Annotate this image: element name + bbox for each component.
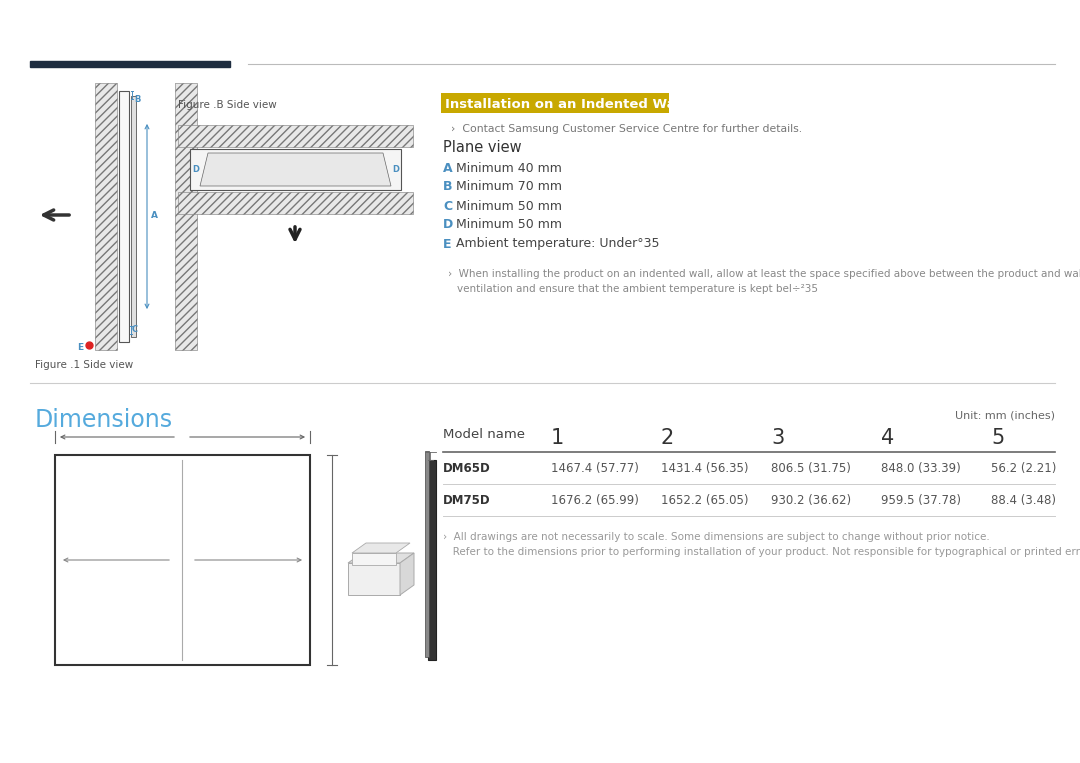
- Text: Model name: Model name: [443, 428, 525, 441]
- Bar: [441, 93, 669, 113]
- Text: DM75D: DM75D: [443, 494, 490, 507]
- Text: Dimensions: Dimensions: [35, 408, 173, 432]
- Text: 806.5 (31.75): 806.5 (31.75): [771, 462, 851, 475]
- Text: A: A: [151, 211, 158, 221]
- Text: D: D: [392, 165, 399, 173]
- Bar: [131, 96, 136, 337]
- Text: 56.2 (2.21): 56.2 (2.21): [991, 462, 1056, 475]
- Bar: [190, 149, 401, 190]
- Polygon shape: [348, 553, 414, 563]
- Text: E: E: [443, 237, 451, 250]
- Bar: [30, 61, 230, 67]
- Text: Figure .B Side view: Figure .B Side view: [178, 100, 276, 110]
- Text: Refer to the dimensions prior to performing installation of your product. Not re: Refer to the dimensions prior to perform…: [443, 547, 1080, 557]
- Text: 1652.2 (65.05): 1652.2 (65.05): [661, 494, 748, 507]
- Text: Ambient temperature: Under°35: Ambient temperature: Under°35: [456, 237, 660, 250]
- Text: Minimum 50 mm: Minimum 50 mm: [456, 199, 562, 213]
- Text: 88.4 (3.48): 88.4 (3.48): [991, 494, 1056, 507]
- Text: DM65D: DM65D: [443, 462, 490, 475]
- Polygon shape: [400, 553, 414, 595]
- Text: Minimum 40 mm: Minimum 40 mm: [456, 162, 562, 175]
- Text: D: D: [192, 165, 199, 173]
- Text: B: B: [443, 181, 453, 194]
- Bar: [55, 455, 310, 665]
- Text: 5: 5: [991, 428, 1004, 448]
- Text: 930.2 (36.62): 930.2 (36.62): [771, 494, 851, 507]
- Bar: [119, 91, 129, 342]
- Polygon shape: [200, 153, 391, 186]
- Bar: [95, 83, 117, 350]
- Text: C: C: [443, 199, 453, 213]
- Bar: [428, 460, 436, 660]
- Text: C: C: [132, 326, 138, 334]
- Text: ventilation and ensure that the ambient temperature is kept bel÷²35: ventilation and ensure that the ambient …: [457, 284, 818, 294]
- Text: Minimum 70 mm: Minimum 70 mm: [456, 181, 562, 194]
- Bar: [348, 563, 400, 595]
- Text: Figure .1 Side view: Figure .1 Side view: [35, 360, 133, 370]
- Text: 959.5 (37.78): 959.5 (37.78): [881, 494, 961, 507]
- Text: 2: 2: [661, 428, 674, 448]
- Text: 1431.4 (56.35): 1431.4 (56.35): [661, 462, 748, 475]
- Text: ›  When installing the product on an indented wall, allow at least the space spe: › When installing the product on an inde…: [448, 269, 1080, 279]
- Text: Unit: mm (inches): Unit: mm (inches): [955, 411, 1055, 421]
- Text: Plane view: Plane view: [443, 140, 522, 156]
- Bar: [178, 192, 413, 214]
- Text: 1: 1: [551, 428, 564, 448]
- Text: 848.0 (33.39): 848.0 (33.39): [881, 462, 961, 475]
- Bar: [426, 451, 429, 657]
- Bar: [175, 83, 197, 350]
- Text: 1676.2 (65.99): 1676.2 (65.99): [551, 494, 639, 507]
- Text: 3: 3: [771, 428, 784, 448]
- Text: D: D: [443, 218, 454, 231]
- Text: 4: 4: [881, 428, 894, 448]
- Bar: [352, 553, 396, 565]
- Text: Minimum 50 mm: Minimum 50 mm: [456, 218, 562, 231]
- Text: 1467.4 (57.77): 1467.4 (57.77): [551, 462, 639, 475]
- Text: E: E: [77, 343, 83, 353]
- Text: B: B: [134, 95, 140, 104]
- Bar: [178, 125, 413, 147]
- Text: Installation on an Indented Wall: Installation on an Indented Wall: [445, 98, 685, 111]
- Polygon shape: [352, 543, 410, 553]
- Text: ›  Contact Samsung Customer Service Centre for further details.: › Contact Samsung Customer Service Centr…: [451, 124, 802, 134]
- Text: ›  All drawings are not necessarily to scale. Some dimensions are subject to cha: › All drawings are not necessarily to sc…: [443, 532, 989, 542]
- Text: A: A: [443, 162, 453, 175]
